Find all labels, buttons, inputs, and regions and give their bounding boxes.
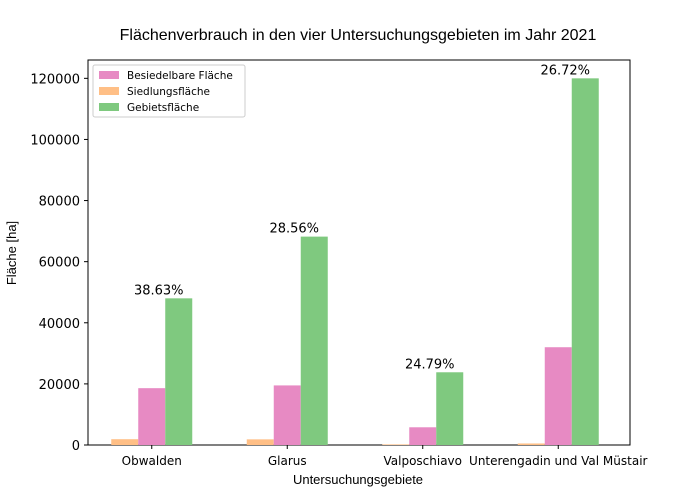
y-tick-label: 80000 xyxy=(39,195,80,210)
y-axis: 0 20000 40000 60000 80000 100000 120000 xyxy=(30,72,88,454)
y-tick-label: 40000 xyxy=(39,317,80,332)
legend-box xyxy=(92,64,246,118)
percentage-label: 28.56% xyxy=(269,222,319,237)
legend: Besiedelbare Fläche Siedlungsfläche Gebiet… xyxy=(92,64,246,118)
bar xyxy=(409,427,437,445)
annotations: 38.63% 28.56% 24.79% 26.72% xyxy=(134,63,590,372)
bar xyxy=(111,439,139,445)
percentage-label: 38.63% xyxy=(134,283,184,298)
legend-entry: Siedlungsfläche xyxy=(127,86,210,98)
bar xyxy=(544,347,572,445)
x-tick-label: Obwalden xyxy=(122,454,182,468)
legend-entry: Besiedelbare Fläche xyxy=(127,70,233,82)
bar xyxy=(382,444,410,445)
legend-swatch xyxy=(99,71,119,79)
y-tick-label: 60000 xyxy=(39,256,80,271)
y-tick-label: 100000 xyxy=(30,133,80,148)
y-axis-label: Fläche [ha] xyxy=(4,221,19,285)
bar xyxy=(571,78,599,445)
legend-swatch xyxy=(99,87,119,95)
bar xyxy=(138,388,166,445)
bar xyxy=(273,385,301,445)
x-tick-label: Glarus xyxy=(268,454,307,468)
x-axis-label: Untersuchungsgebiete xyxy=(293,472,423,487)
y-tick-label: 120000 xyxy=(30,72,80,87)
percentage-label: 24.79% xyxy=(405,357,455,372)
bar xyxy=(165,298,193,445)
bar xyxy=(517,443,545,445)
x-tick-label: Unterengadin und Val Müstair xyxy=(469,454,648,468)
y-tick-label: 0 xyxy=(72,439,80,454)
chart-title: Flächenverbrauch in den vier Untersuchun… xyxy=(120,27,597,44)
legend-swatch xyxy=(99,103,119,111)
percentage-label: 26.72% xyxy=(540,63,590,78)
y-tick-label: 20000 xyxy=(39,378,80,393)
x-axis: Obwalden Glarus Valposchiavo Unterengadin u… xyxy=(122,445,648,468)
bars xyxy=(111,78,599,445)
legend-entry: Gebietsfläche xyxy=(127,102,199,114)
x-tick-label: Valposchiavo xyxy=(383,454,462,468)
bar xyxy=(436,372,464,445)
bar xyxy=(246,439,274,445)
bar xyxy=(300,236,328,445)
